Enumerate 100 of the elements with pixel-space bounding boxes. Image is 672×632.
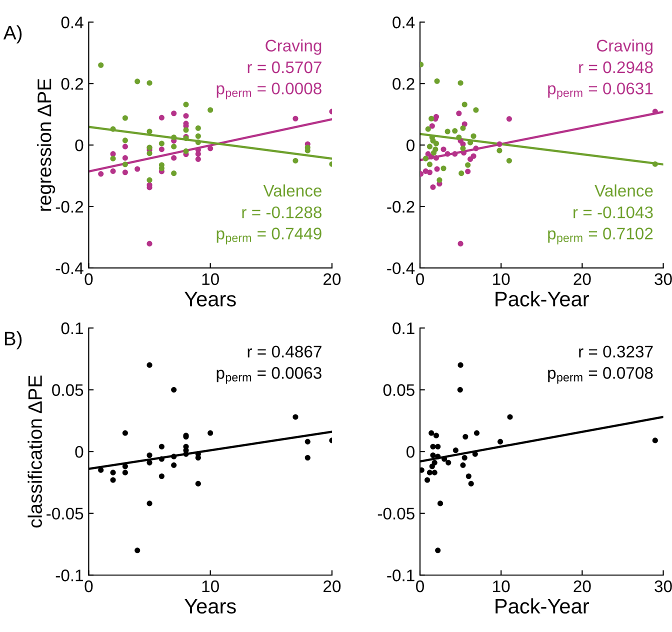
y-tick-label: -0.1 bbox=[387, 570, 414, 582]
point bbox=[433, 155, 439, 161]
point bbox=[458, 170, 464, 176]
point bbox=[195, 151, 201, 157]
point bbox=[171, 462, 177, 468]
y-tick-label: -0.2 bbox=[56, 200, 84, 213]
point bbox=[460, 125, 466, 131]
y-tick-label: 0.2 bbox=[61, 78, 84, 90]
text: Craving bbox=[596, 39, 652, 55]
point bbox=[110, 477, 116, 483]
y-tick-label: 0 bbox=[406, 139, 414, 152]
point bbox=[122, 170, 128, 176]
point bbox=[122, 162, 128, 168]
point bbox=[458, 80, 464, 86]
x-tick-label: 30 bbox=[654, 580, 672, 592]
annotation: r = -0.1043 bbox=[574, 206, 653, 218]
x-tick-label: 0 bbox=[84, 273, 93, 286]
point bbox=[158, 444, 164, 450]
y-tick-label: -0.2 bbox=[387, 200, 414, 213]
point bbox=[462, 102, 468, 108]
point bbox=[134, 78, 140, 84]
point bbox=[292, 116, 298, 122]
point bbox=[304, 438, 310, 444]
annotation: p$_{perm}$ = 0.0063 bbox=[216, 367, 322, 384]
point bbox=[208, 146, 214, 152]
point bbox=[304, 454, 310, 461]
point bbox=[465, 162, 471, 168]
text: Craving bbox=[266, 39, 322, 55]
y-tick-label: -0.4 bbox=[387, 262, 415, 274]
series-label: Valence bbox=[263, 184, 322, 197]
y-axis-title: classification ΔPE bbox=[28, 376, 42, 528]
point bbox=[444, 151, 450, 157]
point bbox=[456, 110, 462, 116]
point bbox=[460, 146, 466, 152]
point bbox=[171, 454, 177, 460]
point bbox=[110, 156, 116, 162]
point bbox=[158, 456, 164, 462]
point bbox=[430, 444, 436, 450]
point bbox=[452, 448, 458, 454]
x-tick-label: 20 bbox=[574, 580, 591, 592]
x-tick-label: 10 bbox=[202, 273, 219, 286]
point bbox=[426, 170, 433, 176]
point bbox=[506, 116, 512, 122]
point bbox=[110, 168, 116, 174]
point bbox=[440, 166, 446, 172]
point bbox=[122, 464, 128, 470]
annotation: r = 0.2948 bbox=[579, 61, 653, 74]
point bbox=[146, 240, 152, 246]
point bbox=[171, 387, 177, 393]
point bbox=[470, 133, 476, 139]
text: B) bbox=[4, 331, 22, 350]
point bbox=[468, 480, 474, 486]
point bbox=[452, 128, 458, 134]
point bbox=[496, 148, 502, 154]
point bbox=[433, 140, 439, 146]
point bbox=[467, 156, 474, 162]
x-tick-label: 10 bbox=[493, 580, 510, 592]
annotation: p$_{perm}$ = 0.7449 bbox=[216, 228, 322, 244]
point bbox=[428, 430, 434, 436]
x-tick-label: 0 bbox=[416, 580, 424, 592]
y-tick-label: 0.4 bbox=[61, 16, 84, 28]
x-tick-label: 0 bbox=[416, 273, 424, 286]
point bbox=[652, 161, 658, 167]
point bbox=[122, 115, 128, 121]
x-axis-title: Pack-Year bbox=[496, 291, 589, 306]
point bbox=[122, 470, 128, 476]
point bbox=[458, 240, 464, 246]
point bbox=[473, 146, 479, 152]
point bbox=[122, 155, 128, 161]
point bbox=[429, 123, 435, 129]
point bbox=[426, 144, 433, 150]
point bbox=[183, 102, 189, 108]
x-tick-label: 10 bbox=[493, 273, 510, 286]
x-tick-label: 20 bbox=[574, 273, 591, 286]
x-tick-label: 0 bbox=[84, 580, 93, 592]
x-tick-label: 30 bbox=[654, 273, 672, 286]
x-axis-title: Years bbox=[184, 599, 236, 614]
point bbox=[171, 134, 177, 140]
x-axis-title: Pack-Year bbox=[496, 598, 589, 614]
point bbox=[122, 430, 128, 436]
point bbox=[430, 184, 436, 190]
y-tick-label: 0 bbox=[406, 446, 414, 458]
point bbox=[195, 133, 201, 139]
y-tick-label: 0.2 bbox=[392, 78, 414, 90]
y-tick-label: 0.1 bbox=[61, 322, 84, 334]
x-axis-title: Years bbox=[184, 292, 236, 306]
point bbox=[208, 430, 214, 436]
point bbox=[146, 150, 152, 156]
point bbox=[436, 177, 442, 183]
point bbox=[652, 108, 658, 114]
point bbox=[498, 438, 504, 444]
point bbox=[146, 177, 152, 183]
y-tick-label: -0.05 bbox=[378, 508, 414, 520]
point bbox=[183, 127, 189, 133]
point bbox=[146, 80, 152, 86]
annotation: p$_{perm}$ = 0.0708 bbox=[548, 367, 653, 384]
point bbox=[435, 454, 441, 460]
point bbox=[183, 113, 189, 119]
point bbox=[466, 473, 472, 480]
point bbox=[474, 430, 480, 436]
